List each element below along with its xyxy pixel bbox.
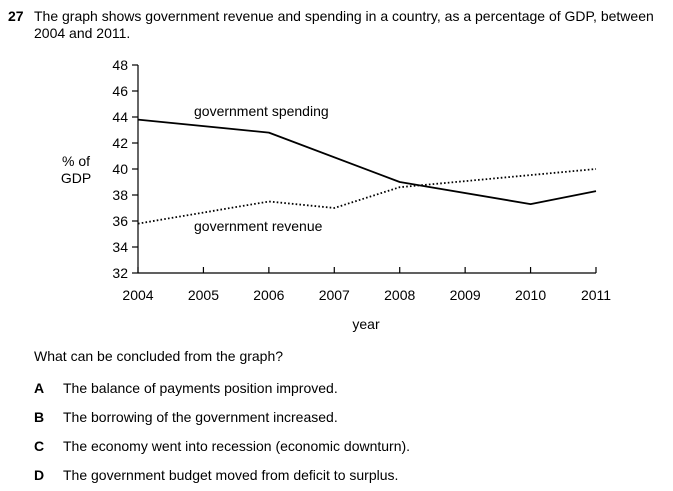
- question-prompt: What can be concluded from the graph?: [34, 348, 284, 364]
- x-tick-label: 2010: [515, 287, 546, 303]
- y-axis-label-line1: % of: [62, 153, 90, 169]
- y-axis-label-line2: GDP: [61, 170, 91, 186]
- y-tick-label: 48: [112, 57, 128, 73]
- series-label-spending: government spending: [194, 103, 329, 119]
- option-letter: D: [34, 467, 45, 483]
- x-tick-label: 2008: [384, 287, 415, 303]
- x-axis-label: year: [352, 316, 380, 332]
- option-text: The borrowing of the government increase…: [63, 409, 338, 425]
- y-tick-label: 40: [112, 161, 128, 177]
- x-tick-label: 2005: [188, 287, 219, 303]
- chart-axes: 32 34 36 38 40 42 44 46 48 2004 2005 2006 2007 2008 20…: [112, 57, 611, 303]
- question-number: 27: [8, 8, 24, 24]
- y-tick-label: 44: [112, 109, 128, 125]
- series-line-spending: [137, 118, 597, 206]
- y-tick-label: 34: [112, 239, 128, 255]
- option-text: The balance of payments position improve…: [63, 380, 338, 396]
- option-text: The economy went into recession (economi…: [63, 438, 411, 454]
- option-letter: B: [34, 409, 45, 425]
- series-line-revenue: [137, 168, 597, 225]
- question-stem: The graph shows government revenue and s…: [34, 8, 654, 41]
- chart-series: [137, 118, 597, 225]
- option-letter: C: [34, 438, 45, 454]
- option-text: The government budget moved from deficit…: [63, 467, 399, 483]
- x-tick-label: 2004: [122, 287, 153, 303]
- y-tick-label: 36: [112, 213, 128, 229]
- y-tick-label: 46: [112, 83, 128, 99]
- y-tick-label: 32: [112, 265, 128, 281]
- y-tick-label: 38: [112, 187, 128, 203]
- option-letter: A: [34, 380, 45, 396]
- x-tick-label: 2011: [581, 287, 611, 303]
- x-tick-label: 2006: [253, 287, 284, 303]
- y-tick-label: 42: [112, 135, 128, 151]
- series-label-revenue: government revenue: [194, 218, 323, 234]
- x-tick-label: 2007: [319, 287, 350, 303]
- x-tick-label: 2009: [450, 287, 481, 303]
